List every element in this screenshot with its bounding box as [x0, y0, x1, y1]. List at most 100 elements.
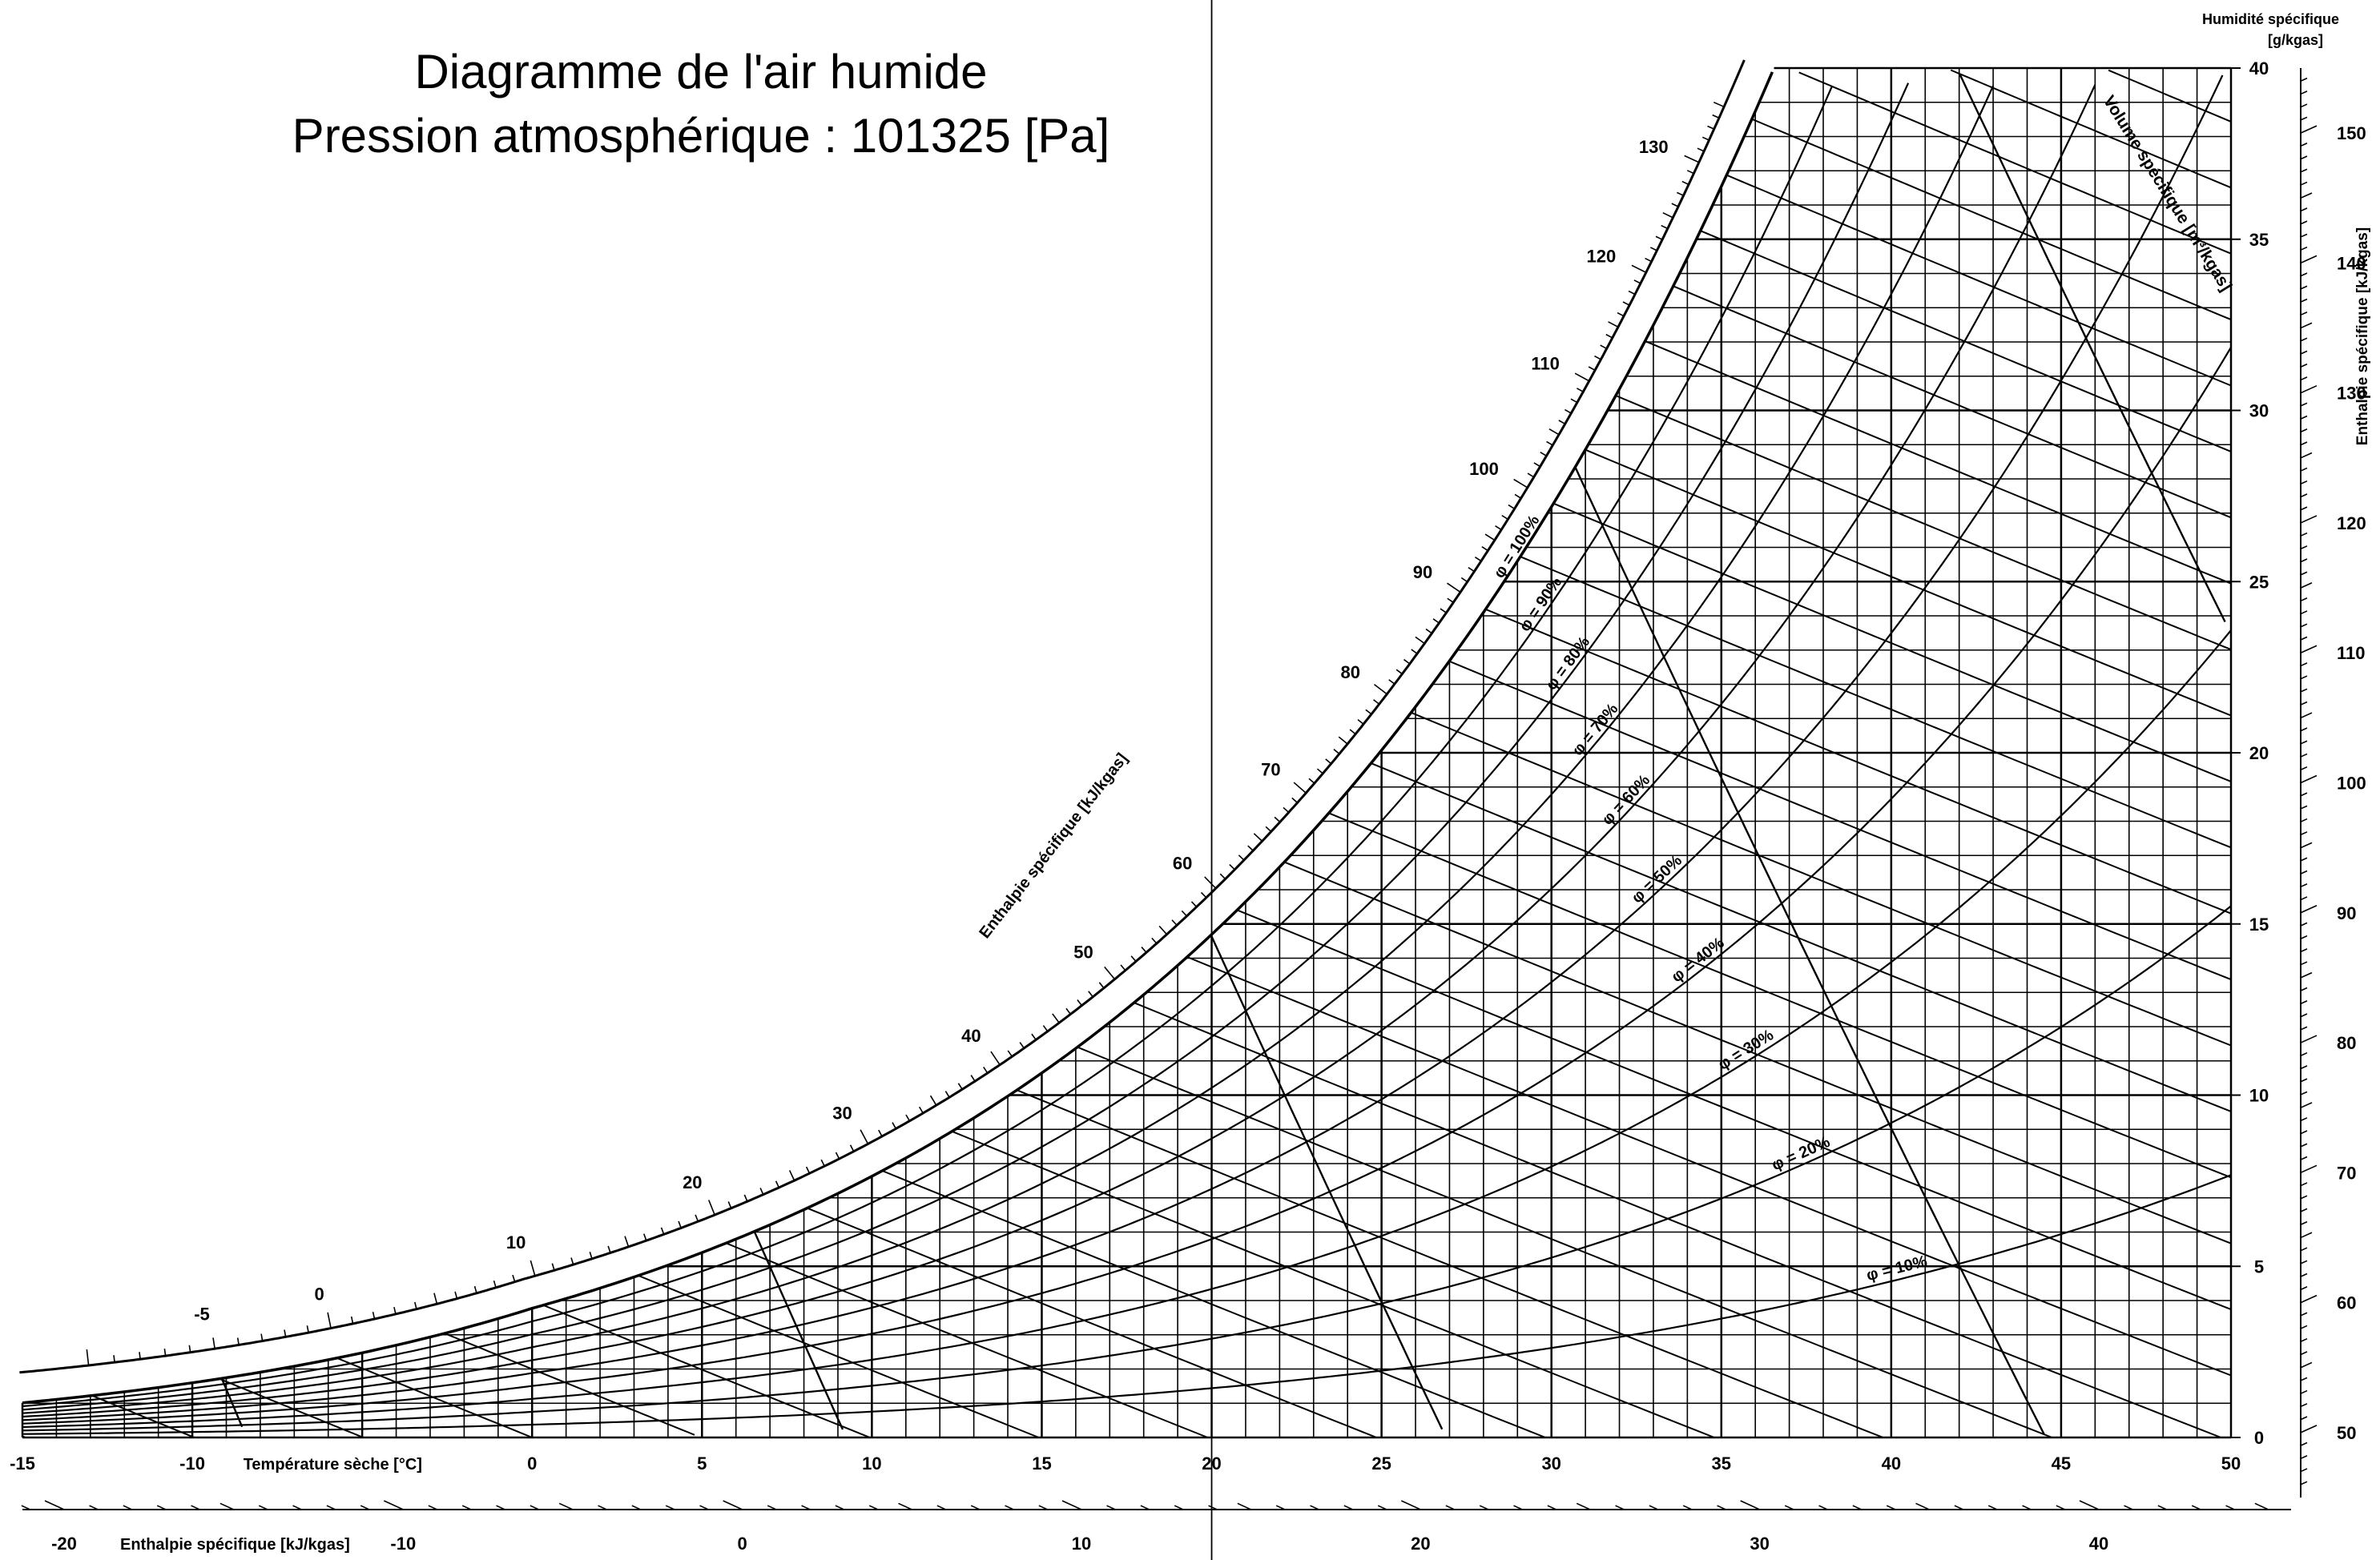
bottom-enthalpy-tick	[360, 1505, 370, 1510]
enthalpy-scale-tick	[1357, 718, 1364, 725]
enthalpy-scale-tick	[1713, 101, 1725, 108]
enthalpy-scale-tick	[1484, 533, 1496, 541]
right-enthalpy-tick	[2300, 1164, 2318, 1174]
right-enthalpy-axis-label: Enthalpie spécifique [kJ/kgas]	[2354, 227, 2371, 445]
volume-line	[753, 1231, 844, 1430]
right-enthalpy-tick	[2300, 675, 2308, 680]
enthalpy-line	[1552, 502, 2232, 782]
right-enthalpy-tick	[2300, 610, 2308, 615]
right-enthalpy-tick	[2300, 506, 2308, 511]
enthalpy-scale-tick	[905, 1114, 911, 1122]
enthalpy-scale-tick	[990, 1051, 1001, 1066]
enthalpy-line	[444, 1333, 695, 1436]
enthalpy-scale-tick	[1181, 910, 1188, 917]
enthalpy-scale-label: 50	[1073, 942, 1093, 962]
y-tick-label: 5	[2254, 1256, 2264, 1277]
enthalpy-scale-tick	[1291, 797, 1299, 803]
right-enthalpy-label: 50	[2337, 1423, 2356, 1443]
enthalpy-line	[1134, 1002, 2221, 1438]
enthalpy-scale-tick	[1540, 452, 1547, 456]
right-enthalpy-tick	[2300, 935, 2308, 939]
enthalpy-line	[1751, 118, 2232, 321]
x-tick-label: 45	[2052, 1453, 2071, 1474]
right-enthalpy-tick	[2300, 712, 2313, 719]
enthalpy-scale-tick	[1577, 388, 1584, 392]
enthalpy-scale-tick	[1373, 699, 1380, 705]
enthalpy-scale-tick	[1681, 180, 1689, 186]
enthalpy-scale-tick	[433, 1293, 438, 1305]
right-enthalpy-tick	[2300, 1351, 2308, 1356]
enthalpy-line	[638, 1274, 1040, 1438]
bottom-enthalpy-tick	[530, 1505, 540, 1510]
enthalpy-scale-tick	[454, 1291, 458, 1299]
rh-curve	[22, 347, 2232, 1425]
bottom-enthalpy-tick	[1547, 1505, 1556, 1510]
right-enthalpy-tick	[2300, 1312, 2308, 1317]
y-tick-label: 35	[2249, 230, 2269, 250]
right-enthalpy-tick	[2300, 857, 2308, 862]
volume-line	[1210, 935, 1444, 1430]
right-enthalpy-tick	[2300, 1416, 2308, 1421]
enthalpy-scale-tick	[1098, 982, 1105, 989]
enthalpy-scale-tick	[1308, 778, 1315, 784]
x-tick-label: 0	[527, 1453, 537, 1474]
enthalpy-scale-tick	[493, 1280, 497, 1289]
enthalpy-scale-tick	[1631, 264, 1647, 273]
y-tick-label: 30	[2249, 401, 2269, 421]
right-enthalpy-tick	[2300, 571, 2308, 576]
bottom-enthalpy-tick	[44, 1500, 65, 1510]
right-enthalpy-tick	[2300, 1377, 2308, 1381]
enthalpy-scale-tick	[473, 1285, 477, 1294]
right-enthalpy-tick	[2300, 532, 2308, 537]
right-enthalpy-tick	[2300, 753, 2308, 758]
enthalpy-scale-tick	[86, 1349, 90, 1366]
rh-curve	[22, 905, 2232, 1432]
bottom-enthalpy-tick	[1140, 1505, 1150, 1510]
enthalpy-line	[882, 1170, 1546, 1438]
bottom-enthalpy-tick	[258, 1505, 268, 1510]
bottom-enthalpy-tick	[89, 1505, 99, 1510]
bottom-enthalpy-tick	[21, 1505, 30, 1510]
enthalpy-scale-tick	[1565, 408, 1572, 414]
bottom-enthalpy-tick	[219, 1502, 234, 1510]
enthalpy-scale-tick	[1527, 472, 1535, 478]
volume-axis-label: Volume spécifique [m³/kgas]	[2100, 92, 2236, 294]
rh-curve	[22, 629, 2232, 1429]
right-enthalpy-tick	[2300, 1051, 2308, 1057]
enthalpy-line	[22, 1435, 26, 1438]
enthalpy-scale-tick	[743, 1194, 748, 1202]
enthalpy-scale-tick	[1447, 597, 1454, 603]
enthalpy-line	[807, 1207, 1377, 1438]
enthalpy-scale-tick	[1460, 577, 1468, 583]
enthalpy-scale-tick	[643, 1233, 647, 1241]
bottom-enthalpy-label: 40	[2089, 1534, 2108, 1554]
enthalpy-scale-tick	[284, 1329, 287, 1337]
right-enthalpy-tick	[2300, 1156, 2308, 1160]
enthalpy-scale-tick	[1411, 649, 1418, 654]
enthalpy-scale-tick	[1247, 845, 1254, 851]
enthalpy-scale-tick	[970, 1075, 976, 1082]
right-enthalpy-tick	[2300, 1035, 2318, 1043]
enthalpy-scale-tick	[1333, 748, 1340, 754]
right-enthalpy-tick	[2300, 948, 2308, 953]
right-enthalpy-tick	[2300, 1065, 2308, 1070]
right-enthalpy-tick	[2300, 1130, 2308, 1135]
enthalpy-scale-tick	[1513, 478, 1528, 489]
bottom-enthalpy-tick	[1038, 1505, 1048, 1510]
enthalpy-scale-tick	[1141, 947, 1147, 953]
right-enthalpy-tick	[2300, 545, 2308, 550]
chart-subtitle: Pression atmosphérique : 101325 [Pa]	[292, 109, 1110, 163]
enthalpy-scale-tick	[878, 1129, 883, 1137]
right-enthalpy-tick	[2300, 1425, 2318, 1433]
enthalpy-scale-tick	[530, 1260, 536, 1277]
enthalpy-scale-tick	[1077, 999, 1083, 1007]
y-tick-label: 10	[2249, 1086, 2269, 1106]
enthalpy-scale-label: 130	[1639, 137, 1669, 157]
enthalpy-scale-tick	[570, 1257, 574, 1265]
enthalpy-scale-tick	[1468, 566, 1475, 573]
enthalpy-scale-tick	[1104, 966, 1116, 980]
bottom-enthalpy-tick	[1208, 1505, 1218, 1510]
right-enthalpy-tick	[2300, 1208, 2308, 1212]
enthalpy-scale-tick	[727, 1201, 732, 1209]
right-enthalpy-tick	[2300, 272, 2308, 277]
